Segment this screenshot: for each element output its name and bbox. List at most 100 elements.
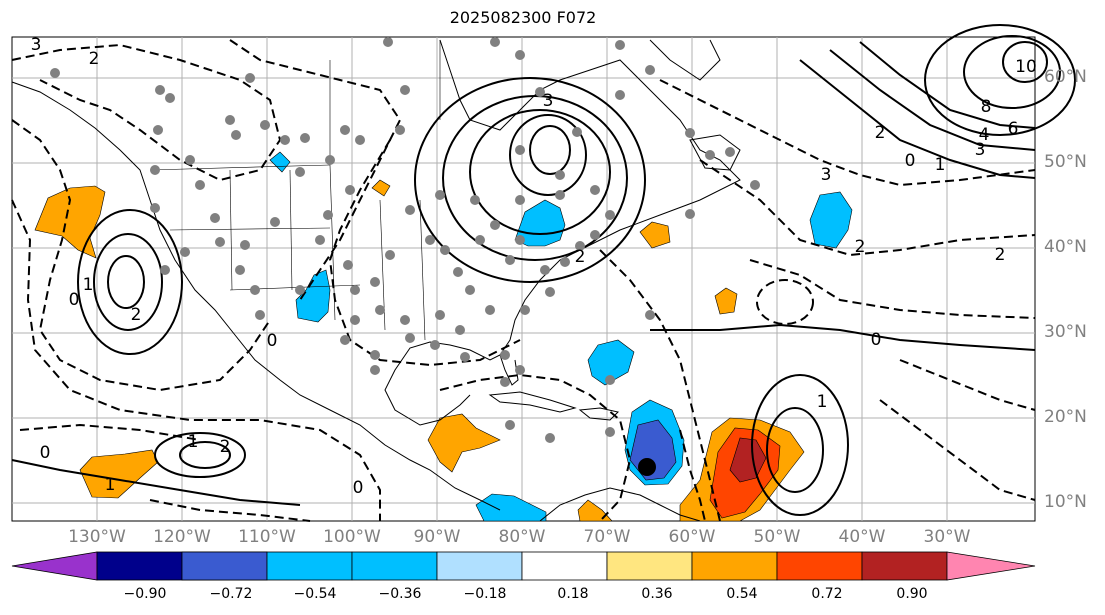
- contour-west-high-1: [77, 209, 183, 355]
- contour-label: 3: [543, 91, 554, 111]
- contour-atlantic-tropics-2: [766, 407, 824, 493]
- latitude-label: 20°N: [1044, 407, 1087, 427]
- contour-ne-low-1: [414, 77, 646, 283]
- colorbar-tick-label: −0.90: [123, 586, 167, 602]
- dashed-contour-9: [749, 259, 1036, 319]
- dashed-contour-15: [679, 429, 706, 522]
- longitude-label: 110°W: [238, 527, 296, 547]
- storm-center-marker: [638, 458, 656, 476]
- contour-ne-atlantic-3: [859, 41, 1036, 129]
- dashed-contour-2: [11, 119, 271, 392]
- north-america-west-coast: [11, 81, 501, 511]
- latitude-label: 30°N: [1044, 322, 1087, 342]
- colorbar-min-extend: [11, 551, 98, 581]
- dashed-contour-6: [599, 249, 721, 522]
- longitude-label: 80°W: [498, 527, 546, 547]
- dashed-contour-10: [879, 399, 1036, 501]
- colorbar-bin: [351, 551, 438, 581]
- contour-label: 3: [31, 35, 42, 55]
- colorbar-tick-label: 0.18: [557, 586, 589, 602]
- colorbar-tick-label: 0.72: [811, 586, 843, 602]
- dashed-contour-13: [19, 423, 201, 441]
- contour-label: 2: [855, 237, 866, 257]
- contour-ne-low-3: [469, 109, 611, 235]
- contour-label: 1: [817, 392, 828, 412]
- colorbar-tick-label: −0.54: [293, 586, 337, 602]
- contour-label: 0: [871, 330, 882, 350]
- colorbar-tick-label: −0.18: [463, 586, 507, 602]
- colorbar-bin: [181, 551, 268, 581]
- cuba: [488, 391, 577, 413]
- dashed-contour-7: [659, 79, 1036, 187]
- colorbar-bin: [96, 551, 183, 581]
- map-frame: [11, 36, 1036, 522]
- contour-ne-atlantic-2: [829, 49, 1036, 151]
- contour-ne-low-5: [529, 125, 571, 175]
- dashed-contour-12: [439, 373, 632, 522]
- shade-tropical-atlantic-max: [729, 437, 767, 483]
- contour-label: 2: [875, 123, 886, 143]
- contour-west-high-3: [107, 255, 145, 309]
- dashed-contour-1: [11, 43, 282, 182]
- longitude-label: 100°W: [323, 527, 381, 547]
- contour-west-high-2: [93, 233, 163, 331]
- colorbar-bin: [691, 551, 778, 581]
- contour-label: 2: [89, 49, 100, 69]
- shade-south-america: [577, 499, 613, 522]
- contour-ne-atlantic-high-2: [963, 35, 1061, 109]
- contour-label: 1: [935, 155, 946, 175]
- longitude-label: 120°W: [153, 527, 211, 547]
- contour-ne-low-2: [442, 95, 628, 261]
- contour-label: 0: [905, 151, 916, 171]
- contour-label: 0: [267, 331, 278, 351]
- shade-atlantic-2: [714, 287, 738, 315]
- contour-ne-atlantic-high-3: [1002, 41, 1048, 83]
- longitude-label: 50°W: [753, 527, 801, 547]
- station-dots: [50, 37, 760, 443]
- contour-zero-2: [650, 323, 1036, 351]
- dashed-contours: [11, 39, 1036, 522]
- shade-great-lakes: [371, 179, 391, 197]
- contour-label: 3: [821, 165, 832, 185]
- contour-label: 2: [575, 247, 586, 267]
- colorbar-tick-label: −0.36: [378, 586, 422, 602]
- colorbar-tick-label: −0.72: [209, 586, 253, 602]
- shade-panama: [475, 493, 547, 522]
- dashed-contour-5: [328, 139, 521, 367]
- latitude-label: 50°N: [1044, 152, 1087, 172]
- colorbar-bin: [266, 551, 353, 581]
- contour-label: 1: [188, 432, 199, 452]
- colorbar-tick-label: 0.90: [896, 586, 928, 602]
- colorbar-bin: [776, 551, 863, 581]
- longitude-label: 40°W: [838, 527, 886, 547]
- colorbar-tick-label: 0.54: [726, 586, 758, 602]
- south-america-north: [539, 487, 701, 522]
- shade-northeast: [514, 199, 566, 247]
- contour-label: 1: [105, 475, 116, 495]
- dashed-contour-3: [11, 199, 381, 521]
- colorbar: [11, 551, 1036, 581]
- colorbar-bin: [436, 551, 523, 581]
- colorbar-tick-label: 0.36: [641, 586, 673, 602]
- latitude-label: 40°N: [1044, 237, 1087, 257]
- latitude-label: 60°N: [1044, 67, 1087, 87]
- shade-central-america: [427, 413, 501, 473]
- shade-bahamas-east: [587, 339, 635, 386]
- contour-zero-1: [11, 459, 301, 506]
- contour-label: 2: [995, 245, 1006, 265]
- contour-label: 0: [353, 478, 364, 498]
- contour-label: 10: [1015, 57, 1037, 77]
- contour-label: 3: [975, 140, 986, 160]
- contour-label-group: 3 2 2 1 0 10 8 6 4 3 2 0 1 3 2 1 0 2 1 0…: [31, 35, 1037, 498]
- contour-label: 1: [83, 275, 94, 295]
- latitude-label: 10°N: [1044, 492, 1087, 512]
- colorbar-bin: [861, 551, 948, 581]
- greenland-tip: [649, 39, 721, 81]
- contour-label: 8: [981, 97, 992, 117]
- newfoundland: [689, 134, 741, 171]
- contour-label: 4: [979, 125, 990, 145]
- contour-label: 2: [131, 305, 142, 325]
- dashed-contour-8: [699, 159, 1036, 257]
- contour-label: 0: [40, 443, 51, 463]
